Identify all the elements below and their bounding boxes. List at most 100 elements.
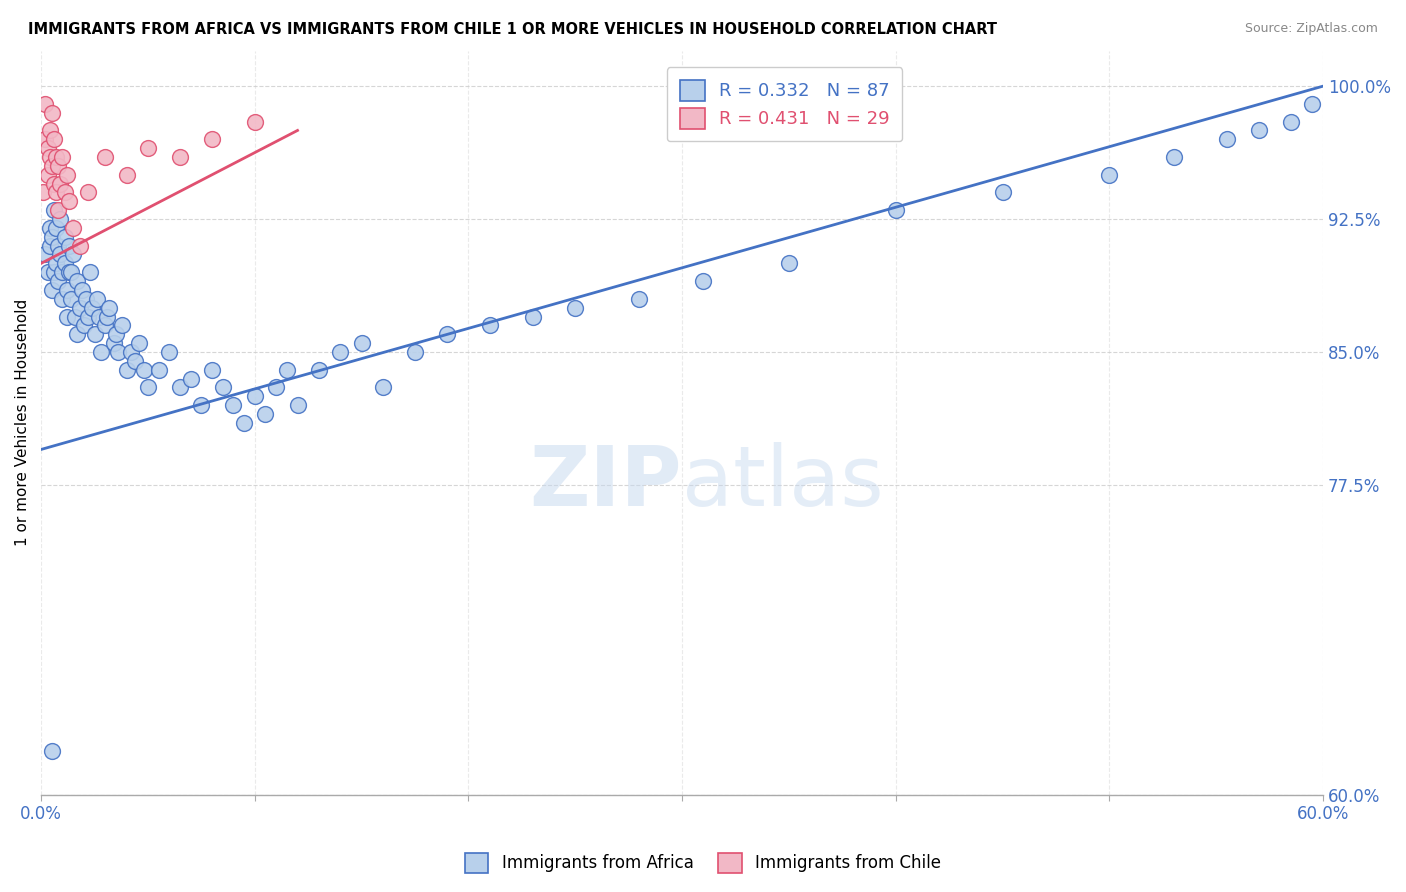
Point — [38, 123, 60, 137]
Point — [83, 327, 105, 342]
Point — [1216, 132, 1239, 146]
Point — [98, 301, 121, 315]
Point — [32, 186, 55, 200]
Point — [41, 744, 63, 758]
Point — [46, 203, 69, 218]
Point — [45, 150, 67, 164]
Point — [62, 247, 84, 261]
Point — [222, 398, 245, 412]
Point — [46, 159, 69, 173]
Point — [233, 416, 256, 430]
Point — [51, 292, 73, 306]
Point — [522, 310, 544, 324]
Point — [371, 380, 394, 394]
Point — [115, 168, 138, 182]
Point — [77, 186, 100, 200]
Point — [128, 336, 150, 351]
Point — [37, 168, 59, 182]
Point — [41, 229, 63, 244]
Point — [169, 150, 191, 164]
Point — [86, 292, 108, 306]
Text: atlas: atlas — [682, 442, 884, 523]
Point — [46, 238, 69, 252]
Point — [157, 345, 180, 359]
Point — [42, 203, 65, 218]
Point — [38, 238, 60, 252]
Point — [254, 407, 277, 421]
Point — [34, 132, 56, 146]
Point — [201, 132, 224, 146]
Point — [66, 327, 89, 342]
Point — [778, 256, 800, 270]
Point — [436, 327, 458, 342]
Point — [94, 150, 117, 164]
Text: ZIP: ZIP — [530, 442, 682, 523]
Point — [60, 265, 83, 279]
Text: Source: ZipAtlas.com: Source: ZipAtlas.com — [1244, 22, 1378, 36]
Point — [136, 141, 159, 155]
Point — [124, 354, 146, 368]
Point — [60, 292, 83, 306]
Point — [45, 256, 67, 270]
Point — [45, 186, 67, 200]
Point — [692, 274, 714, 288]
Point — [55, 168, 77, 182]
Point — [73, 318, 96, 333]
Point — [53, 229, 76, 244]
Text: IMMIGRANTS FROM AFRICA VS IMMIGRANTS FROM CHILE 1 OR MORE VEHICLES IN HOUSEHOLD : IMMIGRANTS FROM AFRICA VS IMMIGRANTS FRO… — [28, 22, 997, 37]
Point — [190, 398, 212, 412]
Point — [136, 380, 159, 394]
Point — [1098, 168, 1121, 182]
Point — [34, 247, 56, 261]
Point — [41, 159, 63, 173]
Point — [287, 398, 309, 412]
Point — [45, 221, 67, 235]
Point — [65, 310, 87, 324]
Point — [38, 150, 60, 164]
Point — [62, 221, 84, 235]
Point — [211, 380, 233, 394]
Point — [404, 345, 426, 359]
Point — [120, 345, 142, 359]
Point — [180, 371, 202, 385]
Point — [104, 327, 127, 342]
Point — [46, 274, 69, 288]
Point — [55, 283, 77, 297]
Point — [77, 310, 100, 324]
Point — [42, 177, 65, 191]
Point — [53, 186, 76, 200]
Point — [96, 310, 118, 324]
Point — [308, 362, 330, 376]
Point — [1301, 96, 1323, 111]
Point — [53, 256, 76, 270]
Point — [38, 221, 60, 235]
Point — [115, 362, 138, 376]
Point — [132, 362, 155, 376]
Point — [49, 177, 72, 191]
Point — [329, 345, 352, 359]
Point — [1163, 150, 1185, 164]
Point — [51, 265, 73, 279]
Point — [70, 283, 93, 297]
Point — [58, 194, 80, 209]
Point — [350, 336, 373, 351]
Point — [243, 114, 266, 128]
Point — [107, 345, 129, 359]
Point — [87, 310, 110, 324]
Point — [58, 238, 80, 252]
Point — [201, 362, 224, 376]
Point — [991, 186, 1014, 200]
Point — [243, 389, 266, 403]
Point — [49, 247, 72, 261]
Point — [1247, 123, 1270, 137]
Point — [55, 310, 77, 324]
Point — [148, 362, 170, 376]
Point — [49, 212, 72, 227]
Point — [79, 265, 101, 279]
Legend: R = 0.332   N = 87, R = 0.431   N = 29: R = 0.332 N = 87, R = 0.431 N = 29 — [666, 67, 903, 141]
Point — [264, 380, 287, 394]
Point — [82, 301, 104, 315]
Point — [42, 265, 65, 279]
Point — [276, 362, 298, 376]
Point — [66, 274, 89, 288]
